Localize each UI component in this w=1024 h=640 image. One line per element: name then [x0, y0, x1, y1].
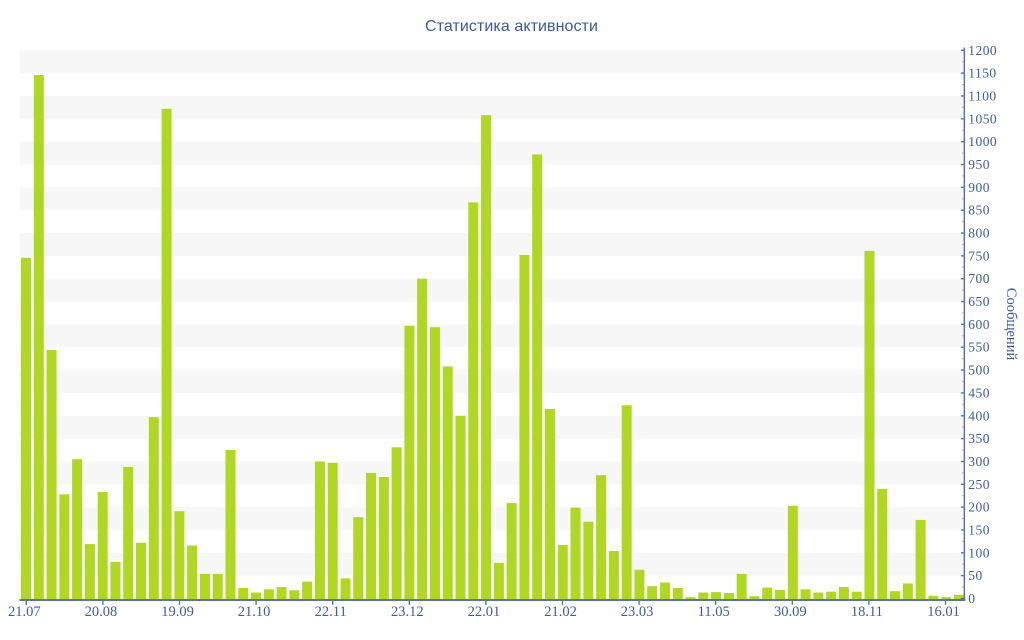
svg-text:1200: 1200: [968, 43, 997, 58]
svg-text:550: 550: [968, 340, 990, 355]
svg-text:1050: 1050: [968, 111, 997, 126]
svg-text:500: 500: [968, 363, 990, 378]
svg-text:22.01: 22.01: [468, 604, 501, 620]
svg-text:700: 700: [968, 271, 990, 286]
svg-text:23.12: 23.12: [391, 604, 424, 620]
svg-text:1100: 1100: [968, 88, 996, 103]
svg-text:Статистика активности: Статистика активности: [425, 18, 598, 35]
svg-text:30.09: 30.09: [774, 604, 807, 620]
svg-text:Сообщений: Сообщений: [1003, 288, 1019, 361]
svg-text:200: 200: [968, 500, 990, 515]
svg-text:19.09: 19.09: [161, 604, 194, 620]
svg-text:1000: 1000: [968, 134, 997, 149]
svg-text:23.03: 23.03: [621, 604, 654, 620]
svg-text:16.01: 16.01: [927, 604, 960, 620]
svg-text:0: 0: [968, 591, 975, 606]
svg-text:18.11: 18.11: [851, 604, 883, 620]
svg-text:750: 750: [968, 248, 990, 263]
svg-text:800: 800: [968, 226, 990, 241]
svg-text:21.10: 21.10: [238, 604, 271, 620]
svg-text:300: 300: [968, 454, 990, 469]
svg-text:650: 650: [968, 294, 990, 309]
svg-text:150: 150: [968, 522, 990, 537]
svg-text:100: 100: [968, 545, 990, 560]
svg-text:1150: 1150: [968, 66, 996, 81]
svg-text:250: 250: [968, 477, 990, 492]
svg-text:20.08: 20.08: [85, 604, 118, 620]
svg-text:850: 850: [968, 203, 990, 218]
svg-text:450: 450: [968, 385, 990, 400]
svg-text:21.02: 21.02: [544, 604, 577, 620]
svg-text:22.11: 22.11: [315, 604, 347, 620]
svg-text:900: 900: [968, 180, 990, 195]
svg-text:350: 350: [968, 431, 990, 446]
svg-text:50: 50: [968, 568, 982, 583]
svg-text:11.05: 11.05: [698, 604, 730, 620]
svg-text:950: 950: [968, 157, 990, 172]
svg-text:400: 400: [968, 408, 990, 423]
svg-text:21.07: 21.07: [8, 604, 41, 620]
svg-text:600: 600: [968, 317, 990, 332]
